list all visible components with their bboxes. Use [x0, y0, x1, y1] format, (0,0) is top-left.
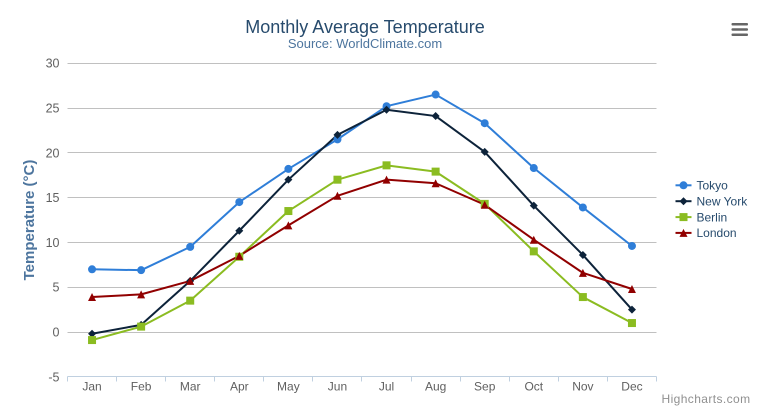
svg-text:Feb: Feb: [131, 380, 152, 394]
svg-text:5: 5: [53, 281, 60, 295]
svg-text:Tokyo: Tokyo: [697, 179, 729, 193]
svg-text:Sep: Sep: [474, 380, 496, 394]
svg-text:Dec: Dec: [621, 380, 642, 394]
svg-text:Highcharts.com: Highcharts.com: [662, 392, 751, 406]
svg-text:Jul: Jul: [379, 380, 394, 394]
svg-text:20: 20: [46, 146, 60, 160]
svg-text:Monthly Average Temperature: Monthly Average Temperature: [245, 17, 484, 37]
svg-text:30: 30: [46, 57, 60, 71]
svg-text:May: May: [277, 380, 300, 394]
svg-text:Jun: Jun: [328, 380, 347, 394]
svg-text:0: 0: [53, 326, 60, 340]
svg-text:Temperature (°C): Temperature (°C): [21, 160, 38, 281]
svg-text:10: 10: [46, 236, 60, 250]
svg-text:London: London: [697, 226, 737, 240]
svg-text:Apr: Apr: [230, 380, 249, 394]
svg-text:Oct: Oct: [524, 380, 543, 394]
svg-text:Berlin: Berlin: [697, 210, 728, 224]
svg-text:New York: New York: [697, 194, 749, 208]
svg-text:25: 25: [46, 102, 60, 116]
svg-text:Aug: Aug: [425, 380, 446, 394]
svg-text:Source: WorldClimate.com: Source: WorldClimate.com: [288, 36, 442, 51]
svg-text:Jan: Jan: [82, 380, 101, 394]
svg-text:-5: -5: [48, 370, 59, 384]
svg-text:Mar: Mar: [180, 380, 201, 394]
svg-text:Nov: Nov: [572, 380, 593, 394]
svg-text:15: 15: [46, 191, 60, 205]
